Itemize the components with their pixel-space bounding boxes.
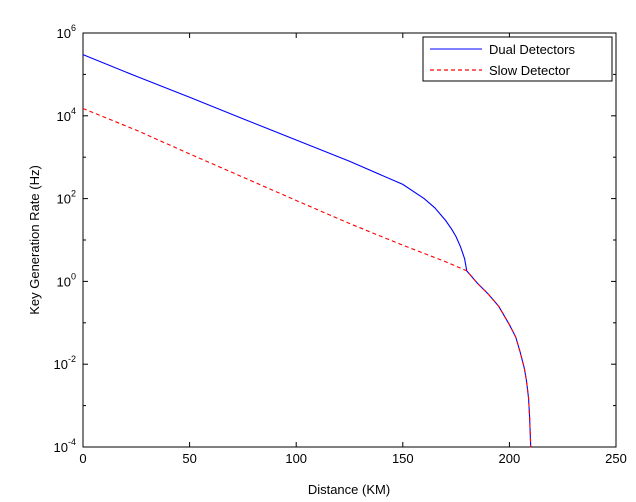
x-axis-title: Distance (KM) <box>308 482 390 497</box>
y-tick-label: 100 <box>57 271 76 289</box>
legend: Dual Detectors Slow Detector <box>422 36 613 82</box>
series-lines <box>82 54 532 448</box>
x-tick-label: 0 <box>79 451 86 466</box>
x-tick-labels: 0 50 100 150 200 250 <box>79 451 626 466</box>
x-tick-label: 150 <box>392 451 414 466</box>
series-line-dual-detectors <box>82 54 532 448</box>
y-tick-label: 104 <box>57 106 76 124</box>
legend-label-dual-detectors: Dual Detectors <box>489 42 575 57</box>
x-tick-label: 250 <box>605 451 627 466</box>
y-tick-label: 106 <box>57 23 76 41</box>
y-tick-label: 10-4 <box>54 437 76 455</box>
y-tick-labels: 106 104 102 100 10-2 10-4 <box>54 23 76 455</box>
y-tick-label: 10-2 <box>54 354 76 372</box>
x-tick-label: 200 <box>499 451 521 466</box>
series-line-slow-detector <box>82 108 532 448</box>
legend-label-slow-detector: Slow Detector <box>489 63 571 78</box>
x-tick-label: 100 <box>285 451 307 466</box>
legend-box <box>422 36 613 82</box>
y-tick-label: 102 <box>57 189 76 207</box>
plot-frame <box>82 32 617 448</box>
y-axis-title: Key Generation Rate (Hz) <box>27 165 42 315</box>
axis-ticks <box>82 32 617 448</box>
x-tick-label: 50 <box>182 451 196 466</box>
